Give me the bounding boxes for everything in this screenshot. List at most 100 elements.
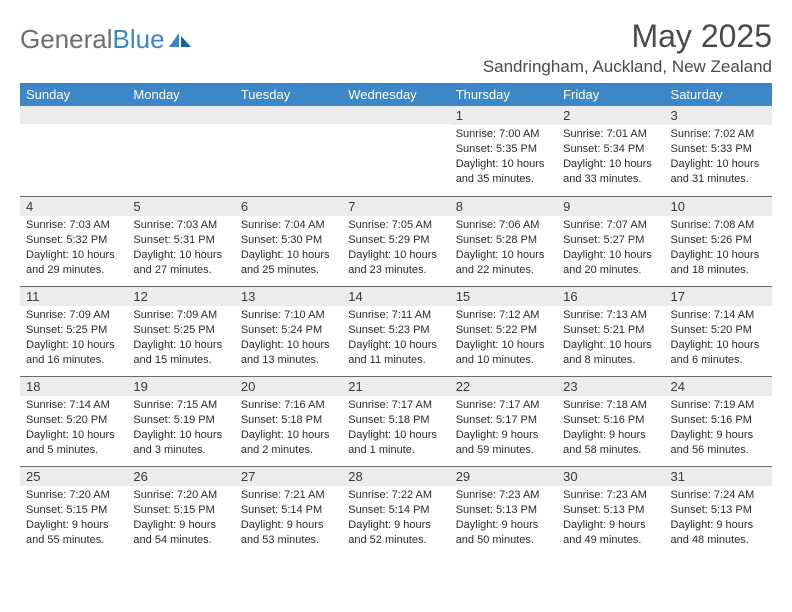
- day-data-line: Sunset: 5:34 PM: [563, 142, 658, 157]
- day-data-line: Sunset: 5:19 PM: [133, 413, 228, 428]
- day-data-line: Sunrise: 7:20 AM: [26, 488, 121, 503]
- day-number: 7: [342, 196, 449, 216]
- day-number: 3: [665, 106, 772, 125]
- day-data: Sunrise: 7:14 AMSunset: 5:20 PMDaylight:…: [665, 306, 772, 371]
- day-data-line: Daylight: 10 hours and 22 minutes.: [456, 248, 551, 278]
- calendar-page: GeneralBlue May 2025 Sandringham, Auckla…: [0, 0, 792, 612]
- day-number: 20: [235, 376, 342, 396]
- day-data: [127, 124, 234, 130]
- day-data: Sunrise: 7:24 AMSunset: 5:13 PMDaylight:…: [665, 486, 772, 551]
- calendar-day-cell: [342, 106, 449, 196]
- day-data-line: Sunrise: 7:15 AM: [133, 398, 228, 413]
- day-data-line: Sunrise: 7:10 AM: [241, 308, 336, 323]
- day-data-line: Sunset: 5:23 PM: [348, 323, 443, 338]
- day-data-line: Sunset: 5:32 PM: [26, 233, 121, 248]
- day-data: [20, 124, 127, 130]
- day-data: Sunrise: 7:22 AMSunset: 5:14 PMDaylight:…: [342, 486, 449, 551]
- calendar-body: 1Sunrise: 7:00 AMSunset: 5:35 PMDaylight…: [20, 106, 772, 556]
- day-data: Sunrise: 7:15 AMSunset: 5:19 PMDaylight:…: [127, 396, 234, 461]
- day-data-line: Sunrise: 7:03 AM: [133, 218, 228, 233]
- calendar-day-cell: 30Sunrise: 7:23 AMSunset: 5:13 PMDayligh…: [557, 466, 664, 556]
- day-number: 28: [342, 466, 449, 486]
- day-data-line: Sunset: 5:20 PM: [26, 413, 121, 428]
- day-data: Sunrise: 7:21 AMSunset: 5:14 PMDaylight:…: [235, 486, 342, 551]
- weekday-header: Thursday: [450, 83, 557, 106]
- calendar-day-cell: 5Sunrise: 7:03 AMSunset: 5:31 PMDaylight…: [127, 196, 234, 286]
- day-data-line: Sunrise: 7:16 AM: [241, 398, 336, 413]
- day-data-line: Daylight: 9 hours and 48 minutes.: [671, 518, 766, 548]
- day-data: Sunrise: 7:17 AMSunset: 5:17 PMDaylight:…: [450, 396, 557, 461]
- day-data-line: Sunset: 5:16 PM: [563, 413, 658, 428]
- day-number: 29: [450, 466, 557, 486]
- logo-sail-icon: [167, 31, 193, 49]
- day-number: [235, 106, 342, 124]
- calendar-day-cell: 2Sunrise: 7:01 AMSunset: 5:34 PMDaylight…: [557, 106, 664, 196]
- calendar-day-cell: [127, 106, 234, 196]
- day-data-line: Sunrise: 7:24 AM: [671, 488, 766, 503]
- day-data-line: Sunset: 5:31 PM: [133, 233, 228, 248]
- day-data-line: Daylight: 10 hours and 23 minutes.: [348, 248, 443, 278]
- day-data: Sunrise: 7:00 AMSunset: 5:35 PMDaylight:…: [450, 125, 557, 190]
- calendar-day-cell: 29Sunrise: 7:23 AMSunset: 5:13 PMDayligh…: [450, 466, 557, 556]
- day-number: 2: [557, 106, 664, 125]
- calendar-day-cell: 27Sunrise: 7:21 AMSunset: 5:14 PMDayligh…: [235, 466, 342, 556]
- weekday-header: Saturday: [665, 83, 772, 106]
- day-data: Sunrise: 7:09 AMSunset: 5:25 PMDaylight:…: [20, 306, 127, 371]
- calendar-day-cell: 17Sunrise: 7:14 AMSunset: 5:20 PMDayligh…: [665, 286, 772, 376]
- day-number: 1: [450, 106, 557, 125]
- day-data-line: Sunrise: 7:04 AM: [241, 218, 336, 233]
- day-data-line: Sunrise: 7:08 AM: [671, 218, 766, 233]
- day-data-line: Sunset: 5:18 PM: [348, 413, 443, 428]
- day-number: 11: [20, 286, 127, 306]
- calendar-day-cell: 19Sunrise: 7:15 AMSunset: 5:19 PMDayligh…: [127, 376, 234, 466]
- day-data-line: Sunset: 5:15 PM: [133, 503, 228, 518]
- day-number: 23: [557, 376, 664, 396]
- day-data-line: Daylight: 10 hours and 18 minutes.: [671, 248, 766, 278]
- day-data: Sunrise: 7:16 AMSunset: 5:18 PMDaylight:…: [235, 396, 342, 461]
- day-data-line: Sunset: 5:15 PM: [26, 503, 121, 518]
- day-data-line: Daylight: 10 hours and 8 minutes.: [563, 338, 658, 368]
- calendar-week-row: 4Sunrise: 7:03 AMSunset: 5:32 PMDaylight…: [20, 196, 772, 286]
- day-number: 14: [342, 286, 449, 306]
- day-data-line: Sunset: 5:14 PM: [348, 503, 443, 518]
- day-data-line: Sunset: 5:27 PM: [563, 233, 658, 248]
- calendar-day-cell: 6Sunrise: 7:04 AMSunset: 5:30 PMDaylight…: [235, 196, 342, 286]
- day-data-line: Sunset: 5:33 PM: [671, 142, 766, 157]
- day-data-line: Daylight: 9 hours and 50 minutes.: [456, 518, 551, 548]
- day-data: [342, 124, 449, 130]
- calendar-day-cell: 21Sunrise: 7:17 AMSunset: 5:18 PMDayligh…: [342, 376, 449, 466]
- calendar-day-cell: 22Sunrise: 7:17 AMSunset: 5:17 PMDayligh…: [450, 376, 557, 466]
- day-number: 9: [557, 196, 664, 216]
- day-data-line: Sunrise: 7:23 AM: [563, 488, 658, 503]
- day-data: Sunrise: 7:14 AMSunset: 5:20 PMDaylight:…: [20, 396, 127, 461]
- calendar-day-cell: [20, 106, 127, 196]
- day-data: Sunrise: 7:10 AMSunset: 5:24 PMDaylight:…: [235, 306, 342, 371]
- calendar-table: Sunday Monday Tuesday Wednesday Thursday…: [20, 83, 772, 556]
- day-data-line: Daylight: 9 hours and 59 minutes.: [456, 428, 551, 458]
- logo: GeneralBlue: [20, 18, 193, 55]
- day-data-line: Daylight: 10 hours and 6 minutes.: [671, 338, 766, 368]
- day-data-line: Daylight: 9 hours and 56 minutes.: [671, 428, 766, 458]
- day-data: Sunrise: 7:03 AMSunset: 5:32 PMDaylight:…: [20, 216, 127, 281]
- day-data-line: Sunrise: 7:13 AM: [563, 308, 658, 323]
- day-data-line: Daylight: 10 hours and 29 minutes.: [26, 248, 121, 278]
- calendar-day-cell: 31Sunrise: 7:24 AMSunset: 5:13 PMDayligh…: [665, 466, 772, 556]
- calendar-day-cell: 28Sunrise: 7:22 AMSunset: 5:14 PMDayligh…: [342, 466, 449, 556]
- day-number: [342, 106, 449, 124]
- day-number: 18: [20, 376, 127, 396]
- day-data-line: Daylight: 10 hours and 15 minutes.: [133, 338, 228, 368]
- day-data: Sunrise: 7:11 AMSunset: 5:23 PMDaylight:…: [342, 306, 449, 371]
- day-data-line: Sunrise: 7:17 AM: [348, 398, 443, 413]
- calendar-day-cell: 14Sunrise: 7:11 AMSunset: 5:23 PMDayligh…: [342, 286, 449, 376]
- logo-text-blue: Blue: [113, 24, 165, 55]
- day-data-line: Sunrise: 7:05 AM: [348, 218, 443, 233]
- day-data-line: Sunset: 5:20 PM: [671, 323, 766, 338]
- day-data-line: Daylight: 10 hours and 16 minutes.: [26, 338, 121, 368]
- day-data-line: Sunrise: 7:09 AM: [133, 308, 228, 323]
- weekday-header: Tuesday: [235, 83, 342, 106]
- day-data-line: Sunrise: 7:07 AM: [563, 218, 658, 233]
- day-data: Sunrise: 7:13 AMSunset: 5:21 PMDaylight:…: [557, 306, 664, 371]
- header: GeneralBlue May 2025 Sandringham, Auckla…: [20, 18, 772, 77]
- calendar-header-row: Sunday Monday Tuesday Wednesday Thursday…: [20, 83, 772, 106]
- day-data-line: Sunset: 5:35 PM: [456, 142, 551, 157]
